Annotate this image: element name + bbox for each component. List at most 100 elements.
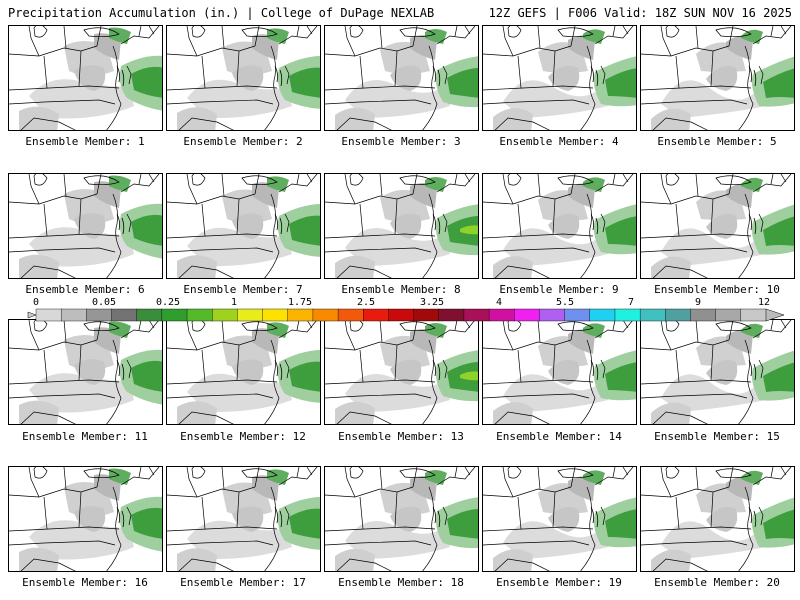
colorbar-swatch xyxy=(614,308,641,322)
colorbar-swatch xyxy=(287,308,314,322)
colorbar-swatch xyxy=(388,308,415,322)
colorbar-swatch xyxy=(690,308,717,322)
colorbar-swatch xyxy=(35,308,62,322)
colorbar-swatch xyxy=(237,308,264,322)
colorbar-swatch xyxy=(639,308,666,322)
colorbar-tick-label: 1.75 xyxy=(287,297,313,308)
colorbar-tick-label: 12 xyxy=(757,297,771,308)
ensemble-member-label: Ensemble Member: 15 xyxy=(654,430,780,443)
ensemble-member-label: Ensemble Member: 2 xyxy=(183,135,303,148)
colorbar-swatch xyxy=(438,308,465,322)
colorbar-swatch xyxy=(136,308,163,322)
ensemble-member-map xyxy=(166,466,321,572)
ensemble-member-map xyxy=(640,173,795,279)
precip-map xyxy=(483,26,636,130)
colorbar-swatch xyxy=(665,308,691,322)
ensemble-member-label: Ensemble Member: 5 xyxy=(657,135,777,148)
ensemble-member-label: Ensemble Member: 14 xyxy=(496,430,622,443)
colorbar-swatch xyxy=(514,308,540,322)
ensemble-member-label: Ensemble Member: 6 xyxy=(25,283,145,296)
ensemble-member-map xyxy=(640,466,795,572)
ensemble-member-label: Ensemble Member: 10 xyxy=(654,283,780,296)
colorbar-swatch xyxy=(161,308,188,322)
colorbar-swatch xyxy=(312,308,339,322)
ensemble-member-map xyxy=(324,319,479,425)
ensemble-member-map xyxy=(482,319,637,425)
ensemble-member-map xyxy=(8,173,163,279)
ensemble-member-map xyxy=(482,173,637,279)
colorbar-swatch xyxy=(488,308,515,322)
ensemble-member-map xyxy=(482,466,637,572)
ensemble-member-label: Ensemble Member: 12 xyxy=(180,430,306,443)
precip-map xyxy=(325,467,478,571)
ensemble-member-map xyxy=(166,25,321,131)
precip-map xyxy=(9,467,162,571)
colorbar-legend: 0 0.05 0.25 1 1.75 2.5 3.25 4 5.5 7 9 12 xyxy=(0,297,800,322)
colorbar-tick-label: 0.25 xyxy=(155,297,181,308)
ensemble-member-map xyxy=(640,319,795,425)
precip-map xyxy=(641,320,794,424)
colorbar-tick-label: 2.5 xyxy=(356,297,376,308)
map-title: Precipitation Accumulation (in.) | Colle… xyxy=(8,6,435,20)
ensemble-member-label: Ensemble Member: 13 xyxy=(338,430,464,443)
model-run-info: 12Z GEFS | F006 Valid: 18Z SUN NOV 16 20… xyxy=(488,6,792,20)
precip-map xyxy=(325,174,478,278)
colorbar-tick-label: 0 xyxy=(32,297,40,308)
precip-map xyxy=(483,467,636,571)
precip-map xyxy=(641,174,794,278)
colorbar-swatch xyxy=(740,308,767,322)
ensemble-member-map xyxy=(8,319,163,425)
precip-map xyxy=(9,26,162,130)
colorbar-swatch xyxy=(463,308,490,322)
colorbar-tick-label: 3.25 xyxy=(419,297,445,308)
ensemble-member-map xyxy=(166,173,321,279)
precip-map xyxy=(9,174,162,278)
ensemble-member-label: Ensemble Member: 1 xyxy=(25,135,145,148)
colorbar-swatch xyxy=(337,308,364,322)
colorbar-swatch xyxy=(413,308,440,322)
colorbar-swatch xyxy=(60,308,87,322)
precip-map xyxy=(641,26,794,130)
precip-map xyxy=(167,26,320,130)
colorbar-swatch xyxy=(564,308,591,322)
colorbar-swatch xyxy=(539,308,566,322)
precip-map xyxy=(483,174,636,278)
colorbar-swatch xyxy=(589,308,616,322)
colorbar-swatch xyxy=(186,308,213,322)
ensemble-member-map xyxy=(324,466,479,572)
ensemble-member-map xyxy=(482,25,637,131)
ensemble-member-label: Ensemble Member: 11 xyxy=(22,430,148,443)
colorbar xyxy=(27,308,785,322)
colorbar-swatch xyxy=(262,308,289,322)
precip-map xyxy=(167,467,320,571)
ensemble-member-label: Ensemble Member: 3 xyxy=(341,135,461,148)
precip-map xyxy=(325,26,478,130)
ensemble-member-label: Ensemble Member: 16 xyxy=(22,576,148,589)
ensemble-member-map xyxy=(166,319,321,425)
ensemble-member-label: Ensemble Member: 4 xyxy=(499,135,619,148)
ensemble-member-label: Ensemble Member: 18 xyxy=(338,576,464,589)
precip-map xyxy=(483,320,636,424)
colorbar-swatch xyxy=(111,308,138,322)
precip-map xyxy=(325,320,478,424)
precip-map xyxy=(167,320,320,424)
ensemble-member-map xyxy=(8,466,163,572)
ensemble-member-label: Ensemble Member: 8 xyxy=(341,283,461,296)
colorbar-swatch xyxy=(715,308,742,322)
ensemble-member-label: Ensemble Member: 19 xyxy=(496,576,622,589)
precip-map xyxy=(9,320,162,424)
colorbar-tick-label: 1 xyxy=(230,297,238,308)
ensemble-member-label: Ensemble Member: 7 xyxy=(183,283,303,296)
colorbar-tick-label: 9 xyxy=(694,297,702,308)
ensemble-member-map xyxy=(640,25,795,131)
colorbar-swatch xyxy=(212,308,238,322)
colorbar-swatch xyxy=(86,308,113,322)
colorbar-tick-label: 0.05 xyxy=(91,297,117,308)
colorbar-tick-label: 5.5 xyxy=(555,297,575,308)
colorbar-swatch xyxy=(363,308,389,322)
colorbar-tick-label: 4 xyxy=(495,297,503,308)
colorbar-tick-label: 7 xyxy=(627,297,635,308)
ensemble-member-label: Ensemble Member: 9 xyxy=(499,283,619,296)
precip-map xyxy=(167,174,320,278)
ensemble-member-map xyxy=(324,25,479,131)
